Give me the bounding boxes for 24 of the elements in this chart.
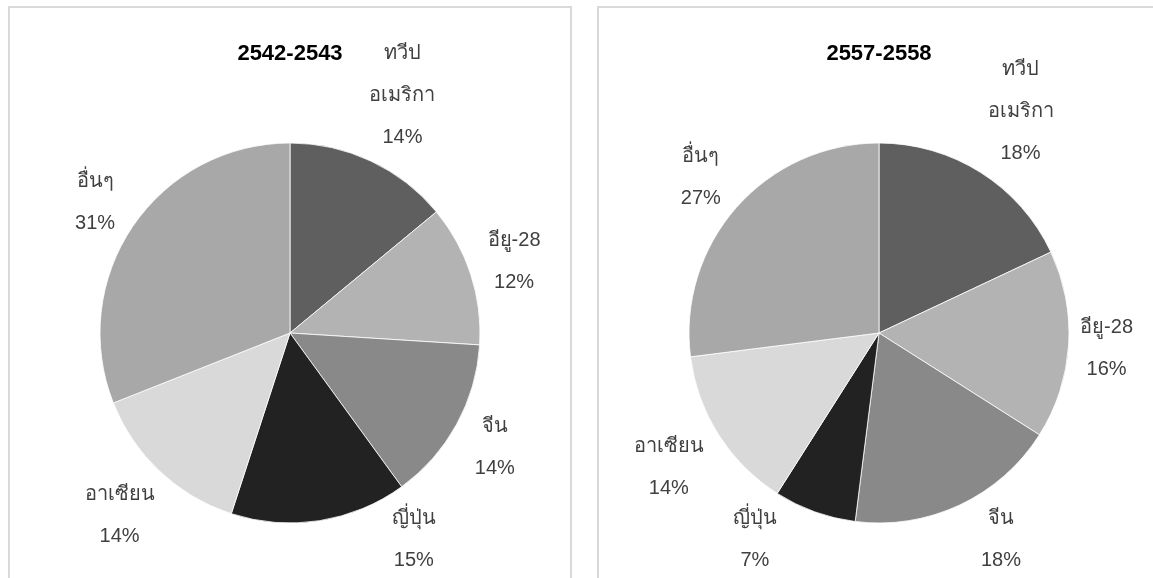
category-label: อาเซียน (633, 434, 704, 457)
value-label: 14% (382, 125, 423, 148)
value-label: 18% (980, 548, 1021, 570)
value-label: 18% (1000, 141, 1041, 163)
category-label: จีน (481, 413, 508, 436)
title: 2557-2558 (826, 39, 932, 65)
value-label: 31% (75, 210, 116, 233)
value-label: 7% (740, 548, 770, 570)
category-label: จีน (987, 506, 1014, 528)
value-label: 12% (494, 270, 535, 293)
value-label: 14% (474, 455, 515, 478)
value-label: 14% (648, 476, 689, 499)
category-label: อียู-28 (487, 228, 541, 251)
category-label: อาเซียน (84, 482, 155, 505)
value-label: 14% (99, 524, 140, 547)
title: 2542-2543 (237, 39, 343, 65)
value-label: 27% (680, 185, 721, 208)
category-label: อื่นๆ (682, 143, 720, 166)
category-label: อียู-28 (1080, 315, 1133, 338)
category-label: อื่นๆ (76, 168, 114, 191)
value-label: 16% (1086, 357, 1127, 380)
category-label: ทวีป อเมริกา (987, 57, 1054, 121)
category-label: ทวีป อเมริกา (369, 41, 436, 106)
value-label: 15% (393, 548, 434, 570)
